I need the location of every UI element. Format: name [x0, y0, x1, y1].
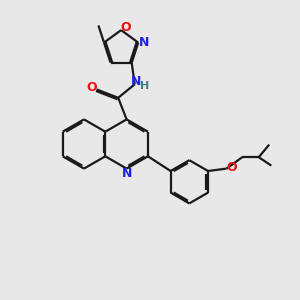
- Text: N: N: [139, 36, 149, 49]
- Text: H: H: [140, 81, 149, 91]
- Text: O: O: [120, 21, 131, 34]
- Text: N: N: [131, 75, 141, 88]
- Text: O: O: [226, 160, 237, 174]
- Text: N: N: [122, 167, 132, 180]
- Text: O: O: [86, 81, 97, 94]
